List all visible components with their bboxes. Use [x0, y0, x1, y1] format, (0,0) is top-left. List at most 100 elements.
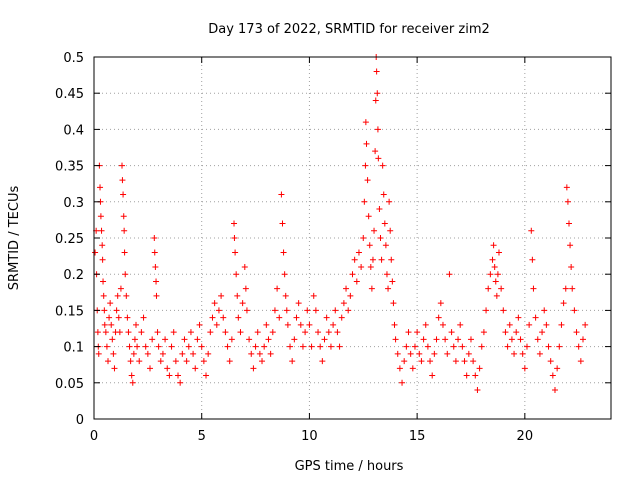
y-axis-label: SRMTID / TECUs: [7, 186, 22, 291]
data-point: [92, 249, 99, 256]
data-point: [269, 329, 276, 336]
data-point: [302, 329, 309, 336]
data-point: [366, 242, 373, 249]
data-point: [134, 343, 141, 350]
data-point: [470, 358, 477, 365]
data-point: [154, 329, 161, 336]
data-point: [192, 365, 199, 372]
data-point: [371, 227, 378, 234]
data-point: [170, 329, 177, 336]
data-point: [532, 314, 539, 321]
data-point: [418, 358, 425, 365]
data-point: [259, 358, 266, 365]
data-point: [276, 314, 283, 321]
data-point: [281, 271, 288, 278]
data-point: [489, 256, 496, 263]
grid-lines: [94, 57, 611, 419]
data-point: [101, 307, 108, 314]
data-point: [439, 321, 446, 328]
data-point: [562, 285, 569, 292]
data-point: [125, 329, 132, 336]
data-point: [108, 321, 115, 328]
data-point: [487, 271, 494, 278]
data-point: [98, 227, 105, 234]
data-point: [474, 387, 481, 394]
data-point: [129, 379, 136, 386]
data-point: [190, 350, 197, 357]
data-point: [539, 329, 546, 336]
data-point: [179, 350, 186, 357]
y-tick-label: 0.05: [55, 377, 84, 392]
data-point: [378, 256, 385, 263]
data-point: [109, 336, 116, 343]
data-point: [115, 314, 122, 321]
data-point: [360, 235, 367, 241]
data-point: [120, 191, 127, 198]
data-point: [194, 336, 201, 343]
y-tick-label: 0.15: [55, 304, 84, 319]
data-point: [121, 227, 128, 234]
data-point: [196, 321, 203, 328]
data-point: [530, 285, 537, 292]
data-point: [209, 314, 216, 321]
data-point: [567, 242, 574, 249]
data-point: [120, 213, 127, 220]
data-point: [577, 358, 584, 365]
data-point: [297, 321, 304, 328]
data-point: [110, 350, 117, 357]
data-point: [506, 321, 513, 328]
data-point: [452, 358, 459, 365]
data-point: [551, 387, 558, 394]
data-point: [101, 321, 108, 328]
x-tick-label: 5: [198, 429, 206, 444]
data-point: [131, 336, 138, 343]
data-point: [383, 271, 390, 278]
data-point: [427, 358, 434, 365]
x-tick-label: 20: [517, 429, 534, 444]
data-point: [172, 358, 179, 365]
data-point: [147, 365, 154, 372]
data-point: [282, 292, 289, 299]
data-point: [133, 321, 140, 328]
data-point: [315, 329, 322, 336]
data-point: [353, 278, 360, 285]
data-point: [323, 314, 330, 321]
data-point: [490, 242, 497, 249]
data-point: [389, 278, 396, 285]
data-point: [336, 343, 343, 350]
data-point: [459, 343, 466, 350]
data-point: [504, 343, 511, 350]
data-point: [556, 343, 563, 350]
data-point: [455, 336, 462, 343]
data-point: [310, 292, 317, 299]
data-point: [465, 350, 472, 357]
data-point: [414, 329, 421, 336]
x-axis-label: GPS time / hours: [295, 459, 404, 474]
data-point: [138, 329, 145, 336]
data-point: [450, 343, 457, 350]
data-point: [411, 343, 418, 350]
data-point: [513, 329, 520, 336]
data-point: [175, 372, 182, 379]
data-point: [152, 263, 159, 270]
data-point: [416, 350, 423, 357]
data-point: [105, 358, 112, 365]
data-point: [558, 321, 565, 328]
data-point: [274, 285, 281, 292]
data-point: [291, 336, 298, 343]
data-point: [442, 336, 449, 343]
data-point: [369, 256, 376, 263]
data-point: [376, 206, 383, 213]
data-point: [159, 350, 166, 357]
data-point: [267, 350, 274, 357]
data-point: [121, 249, 128, 256]
data-point: [279, 220, 286, 227]
y-tick-label: 0: [76, 413, 84, 428]
data-point: [355, 249, 362, 256]
data-point: [127, 358, 134, 365]
data-point: [358, 263, 365, 270]
data-point: [99, 256, 106, 263]
data-point: [420, 336, 427, 343]
data-point: [317, 343, 324, 350]
data-point: [222, 329, 229, 336]
